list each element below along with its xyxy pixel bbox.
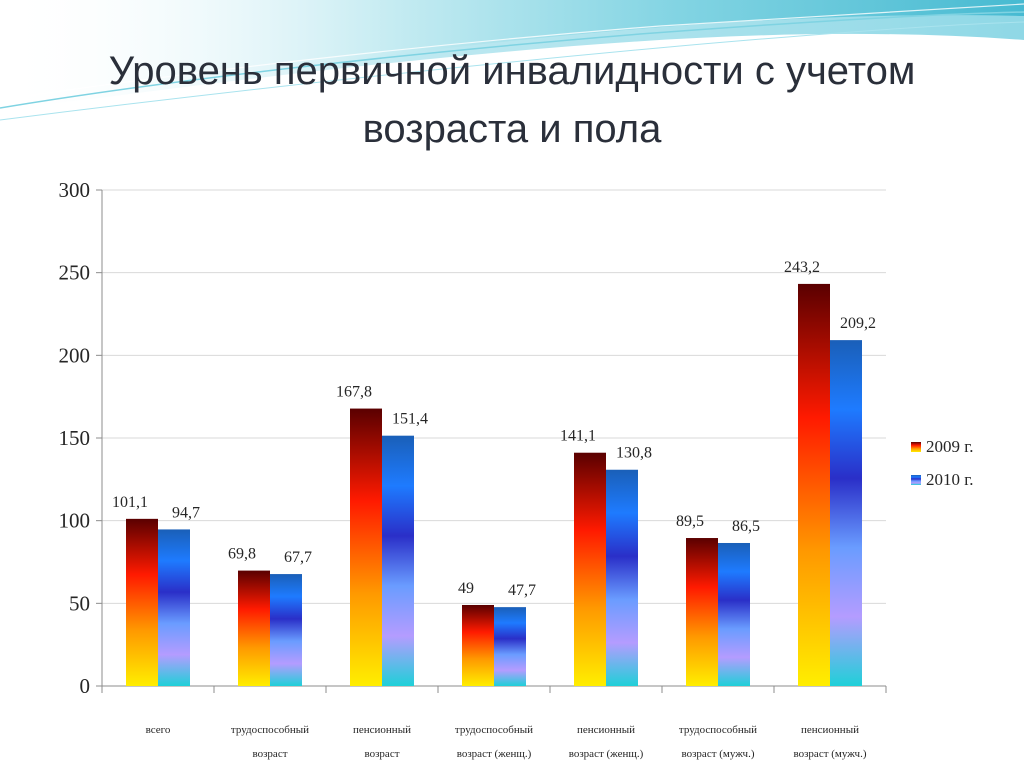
bars [126,283,862,686]
data-label: 141,1 [560,428,596,445]
x-category-label: всего [146,724,171,736]
data-label: 69,8 [228,546,256,563]
data-label: 86,5 [732,518,760,535]
bar-2010 [382,435,414,686]
x-category-label: возраст [364,748,399,760]
bar-2010 [830,340,862,686]
x-category-label: возраст (женщ.) [569,748,644,760]
y-tick-label: 300 [59,178,91,202]
data-label: 94,7 [172,504,200,521]
x-category-label: возраст [252,748,287,760]
legend-label: 2010 г. [926,470,974,489]
bar-2009 [462,604,494,686]
data-label: 89,5 [676,513,704,530]
legend: 2009 г. 2010 г. [911,437,974,489]
data-labels: 101,1 94,7 69,8 67,7 167,8 151,4 49 47,7 141,1 13… [112,259,876,599]
bar-2009 [686,538,718,686]
bar-chart: 0 50 100 150 200 250 300 101,1 94,7 69,8 67,7 167,… [59,178,974,760]
slide-title: Уровень первичной инвалидности с учетом … [108,49,916,151]
data-label: 243,2 [784,259,820,276]
x-category-labels: всего трудоспособный возраст пенсионный возр… [146,724,867,760]
y-tick-label: 250 [59,261,91,285]
x-category-label: пенсионный [577,724,635,736]
y-tick-label: 50 [69,591,90,615]
bar-2009 [574,452,606,686]
bar-2009 [126,518,158,686]
bar-2009 [350,408,382,686]
data-label: 101,1 [112,494,148,511]
data-label: 130,8 [616,445,652,462]
bar-2010 [158,529,190,686]
data-label: 167,8 [336,384,372,401]
y-tick-label: 150 [59,426,91,450]
x-category-label: возраст (мужч.) [681,748,754,760]
y-tick-label: 200 [59,343,91,367]
legend-swatch-2009 [911,442,921,452]
x-category-label: пенсионный [353,724,411,736]
x-category-label: пенсионный [801,724,859,736]
decorative-waves [0,0,1024,121]
bar-2010 [270,574,302,686]
bar-2010 [718,542,750,686]
y-tick-labels: 0 50 100 150 200 250 300 [59,178,91,698]
data-label: 209,2 [840,315,876,332]
bar-2009 [798,283,830,686]
data-label: 67,7 [284,549,312,566]
bar-2010 [494,607,526,686]
legend-swatch-2010 [911,475,921,485]
x-category-label: возраст (женщ.) [457,748,532,760]
y-tick-label: 100 [59,509,91,533]
bar-2010 [606,469,638,686]
grid-lines [102,189,886,604]
legend-label: 2009 г. [926,437,974,456]
x-category-label: возраст (мужч.) [793,748,866,760]
data-label: 47,7 [508,582,536,599]
bar-2009 [238,570,270,686]
x-category-label: трудоспособный [455,724,533,736]
x-category-label: трудоспособный [231,724,309,736]
x-category-label: трудоспособный [679,724,757,736]
data-label: 49 [458,580,474,597]
data-label: 151,4 [392,411,428,428]
y-tick-label: 0 [80,674,91,698]
